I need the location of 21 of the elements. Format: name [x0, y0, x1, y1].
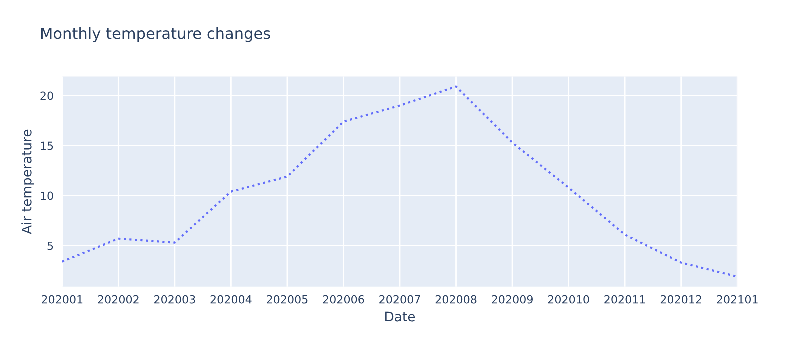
x-tick-label: 202007: [380, 295, 420, 304]
x-tick-label: 202002: [98, 295, 139, 304]
x-axis-title: Date: [386, 312, 416, 322]
x-tick-label: 202004: [210, 295, 252, 304]
x-tick-label: 202101: [717, 295, 758, 304]
x-tick-label: 202008: [436, 295, 477, 304]
y-tick-label: 10: [41, 192, 54, 200]
x-tick-label: 202001: [42, 295, 83, 304]
x-tick-label: 202005: [267, 295, 308, 304]
y-tick-label: 5: [48, 242, 54, 250]
x-tick-label: 202011: [604, 295, 646, 304]
x-tick-label: 202003: [154, 295, 196, 304]
y-tick-label: 15: [41, 142, 54, 150]
x-tick-label: 202006: [323, 295, 364, 304]
x-tick-label: 202010: [548, 295, 590, 304]
y-axis-title: Air temperature: [22, 130, 34, 234]
chart-title: Monthly temperature changes: [42, 28, 270, 42]
line-series: [62, 86, 738, 278]
y-tick-label: 20: [40, 92, 54, 100]
x-tick-label: 202009: [492, 295, 533, 304]
x-tick-label: 202012: [660, 295, 702, 304]
